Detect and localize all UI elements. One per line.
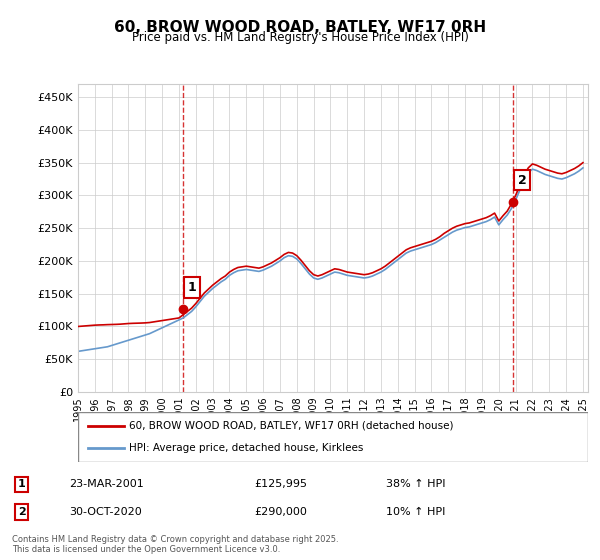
Text: Contains HM Land Registry data © Crown copyright and database right 2025.
This d: Contains HM Land Registry data © Crown c…	[12, 535, 338, 554]
Text: 10% ↑ HPI: 10% ↑ HPI	[386, 507, 446, 517]
Text: 2: 2	[18, 507, 26, 517]
Text: 60, BROW WOOD ROAD, BATLEY, WF17 0RH (detached house): 60, BROW WOOD ROAD, BATLEY, WF17 0RH (de…	[129, 421, 454, 431]
FancyBboxPatch shape	[78, 412, 588, 462]
Text: £290,000: £290,000	[254, 507, 307, 517]
Text: 30-OCT-2020: 30-OCT-2020	[70, 507, 142, 517]
Text: 2: 2	[518, 174, 527, 186]
Text: Price paid vs. HM Land Registry's House Price Index (HPI): Price paid vs. HM Land Registry's House …	[131, 31, 469, 44]
Text: HPI: Average price, detached house, Kirklees: HPI: Average price, detached house, Kirk…	[129, 443, 364, 453]
Text: 60, BROW WOOD ROAD, BATLEY, WF17 0RH: 60, BROW WOOD ROAD, BATLEY, WF17 0RH	[114, 20, 486, 35]
Text: 1: 1	[188, 281, 197, 294]
Text: 38% ↑ HPI: 38% ↑ HPI	[386, 479, 446, 489]
Text: 23-MAR-2001: 23-MAR-2001	[70, 479, 145, 489]
Text: £125,995: £125,995	[254, 479, 307, 489]
Text: 1: 1	[18, 479, 26, 489]
